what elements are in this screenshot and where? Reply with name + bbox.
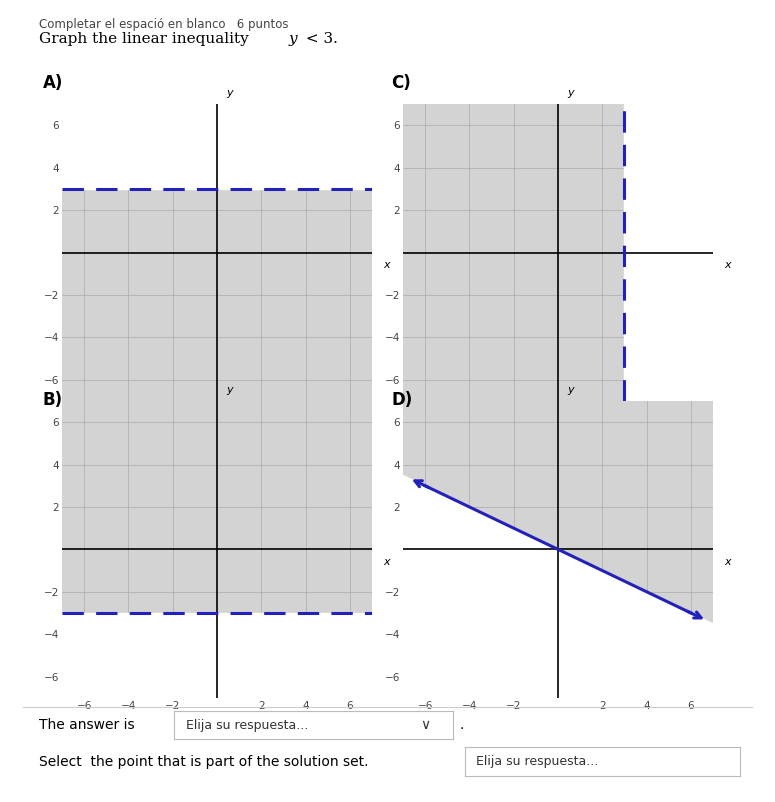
Text: x: x xyxy=(724,261,731,270)
Text: x: x xyxy=(724,557,731,567)
Text: ∨: ∨ xyxy=(420,718,431,732)
Text: < 3.: < 3. xyxy=(301,32,338,46)
Text: x: x xyxy=(383,557,390,567)
Text: The answer is: The answer is xyxy=(39,718,134,732)
Text: B): B) xyxy=(43,391,63,409)
Text: y: y xyxy=(567,88,574,98)
Text: y: y xyxy=(226,88,232,98)
Text: Elija su respuesta...: Elija su respuesta... xyxy=(476,755,598,768)
Text: .: . xyxy=(460,718,464,732)
Text: C): C) xyxy=(391,75,411,92)
Text: y: y xyxy=(226,385,232,395)
Text: Select  the point that is part of the solution set.: Select the point that is part of the sol… xyxy=(39,755,368,769)
Text: A): A) xyxy=(43,75,63,92)
Text: x: x xyxy=(383,261,390,270)
Text: Completar el espació en blanco   6 puntos: Completar el espació en blanco 6 puntos xyxy=(39,18,288,30)
Text: y: y xyxy=(567,385,574,395)
Text: D): D) xyxy=(391,391,412,409)
Text: Graph the linear inequality: Graph the linear inequality xyxy=(39,32,253,46)
Text: y: y xyxy=(288,32,297,46)
Text: Elija su respuesta...: Elija su respuesta... xyxy=(185,719,308,731)
